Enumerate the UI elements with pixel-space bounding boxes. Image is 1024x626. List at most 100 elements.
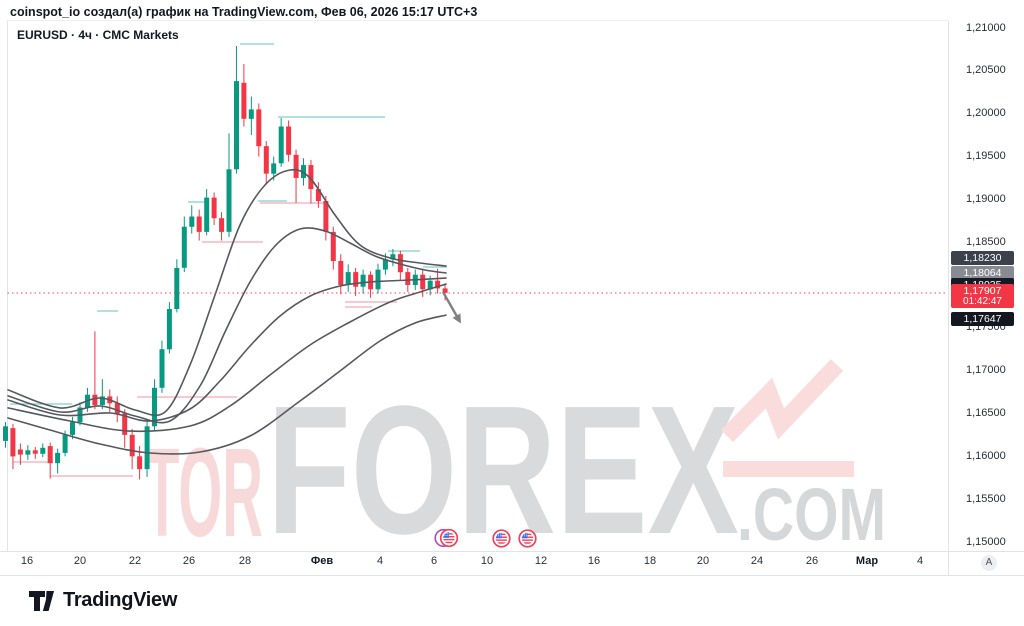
candle-body: [211, 197, 217, 219]
candle-body: [390, 254, 396, 260]
candle-body: [62, 434, 68, 453]
candle-body: [308, 165, 314, 190]
price-tick: 1,19500: [966, 150, 1006, 162]
candle-body: [442, 288, 448, 293]
candle-body: [189, 216, 195, 227]
candle-body: [17, 449, 23, 455]
time-tick: 22: [128, 555, 142, 567]
tradingview-logo-text: TradingView: [63, 589, 178, 611]
ma-4: [7, 283, 447, 433]
candle-body: [159, 349, 165, 388]
candle-body: [375, 269, 381, 290]
candle-body: [330, 231, 336, 261]
time-tick: 4: [916, 555, 924, 567]
time-tick: 16: [20, 555, 34, 567]
time-tick: 12: [534, 555, 548, 567]
us-flag-event-icon[interactable]: [492, 529, 511, 548]
indicator-value-label: 1,17647: [951, 312, 1014, 326]
time-tick: 28: [238, 555, 252, 567]
candle-body: [420, 274, 426, 290]
price-tick: 1,19000: [966, 192, 1006, 205]
candle-body: [3, 426, 8, 441]
candle-body: [263, 146, 269, 174]
price-tick: 1,20000: [966, 107, 1006, 120]
current-price-value: 1,17907: [963, 285, 1002, 297]
candle-body: [70, 422, 75, 435]
ma-3: [7, 277, 447, 422]
time-tick: 20: [73, 555, 87, 567]
bar-countdown: 01:42:47: [963, 296, 1002, 307]
time-tick: 26: [805, 555, 819, 567]
watermark-com: .COM: [737, 473, 886, 556]
candle-body: [219, 218, 225, 232]
price-axis[interactable]: 1,21000 1,20500 1,20000 1,19500 1,19000 1,185…: [948, 20, 1024, 574]
candle-body: [241, 82, 247, 119]
candle-body: [40, 447, 46, 454]
time-tick: Фев: [310, 555, 334, 567]
time-tick: 18: [643, 555, 657, 567]
candle-body: [122, 413, 128, 435]
candle-body: [196, 216, 202, 232]
tradingview-logo-icon: [29, 590, 54, 611]
current-price-label: 1,17907 01:42:47: [951, 284, 1014, 308]
us-flag-event-icon[interactable]: [518, 529, 537, 548]
price-tick: 1,17000: [966, 364, 1006, 377]
price-tick: 1,15500: [966, 492, 1006, 505]
candle-body: [129, 434, 135, 457]
auto-scale-badge[interactable]: A: [981, 555, 997, 571]
candle-body: [99, 396, 105, 405]
candle-body: [166, 309, 172, 350]
ma-2: [7, 227, 447, 424]
candle-body: [397, 254, 403, 273]
price-tick: 1,18500: [966, 235, 1006, 248]
candle-body: [174, 267, 180, 309]
candle-body: [10, 428, 16, 457]
chart-legend[interactable]: EURUSD · 4ч · CMC Markets: [17, 28, 179, 42]
candle-body: [360, 274, 366, 287]
time-axis[interactable]: 16 20 22 26 28 Фев 4 6 10 12 16 18 20 24 26 Мар 4: [0, 551, 1024, 575]
indicator-value-label: 1,18230: [951, 251, 1014, 265]
time-tick: 10: [480, 555, 494, 567]
candle-body: [353, 272, 359, 287]
price-tick: 1,15000: [966, 535, 1006, 548]
candle-body: [293, 154, 299, 178]
candle-body: [271, 163, 277, 174]
price-tick: 1,16000: [966, 449, 1006, 462]
candle-body: [55, 452, 61, 464]
candle-body: [92, 394, 98, 405]
trend-down-arrow-icon: [441, 291, 461, 324]
candle-body: [405, 272, 411, 285]
watermark-growth-arrow-icon: [720, 359, 844, 442]
pane-borders: [0, 20, 1024, 576]
candle-body: [47, 446, 53, 464]
candle-body: [204, 197, 210, 232]
candle-body: [152, 387, 157, 427]
candle-body: [114, 403, 120, 414]
economic-event-icons[interactable]: [434, 528, 537, 548]
candle-body: [278, 126, 284, 164]
time-tick: 24: [750, 555, 764, 567]
candle-body: [301, 165, 306, 178]
candle-body: [427, 280, 433, 290]
candle-body: [25, 450, 31, 455]
candle-body: [315, 189, 321, 202]
time-tick: 26: [182, 555, 196, 567]
candle-body: [345, 272, 351, 285]
ma-1: [7, 168, 447, 417]
candle-body: [338, 261, 344, 285]
attribution-text: coinspot_io создал(а) график на TradingV…: [10, 5, 478, 19]
indicator-value-label: 1,18064: [951, 266, 1014, 280]
us-flag-event-icon[interactable]: [434, 528, 459, 548]
tradingview-logo[interactable]: TradingView: [28, 589, 177, 612]
price-tick: 1,16500: [966, 407, 1006, 419]
time-tick: 16: [587, 555, 601, 567]
price-tick: 1,21000: [966, 21, 1006, 34]
time-tick: 6: [430, 555, 438, 567]
candle-body: [226, 169, 232, 232]
candle-body: [323, 201, 329, 232]
candle-body: [286, 126, 292, 155]
candle-body: [32, 450, 38, 454]
candle-body: [256, 109, 262, 147]
